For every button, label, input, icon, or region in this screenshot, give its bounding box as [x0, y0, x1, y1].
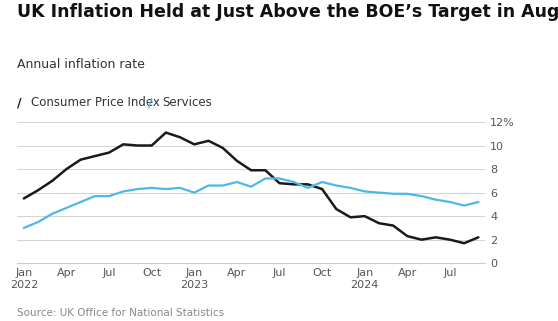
- Text: Services: Services: [162, 96, 211, 109]
- Text: Consumer Price Index: Consumer Price Index: [31, 96, 160, 109]
- Text: /: /: [148, 96, 152, 109]
- Text: Annual inflation rate: Annual inflation rate: [17, 58, 145, 71]
- Text: Source: UK Office for National Statistics: Source: UK Office for National Statistic…: [17, 308, 224, 318]
- Text: /: /: [17, 96, 21, 109]
- Text: UK Inflation Held at Just Above the BOE’s Target in August: UK Inflation Held at Just Above the BOE’…: [17, 3, 558, 21]
